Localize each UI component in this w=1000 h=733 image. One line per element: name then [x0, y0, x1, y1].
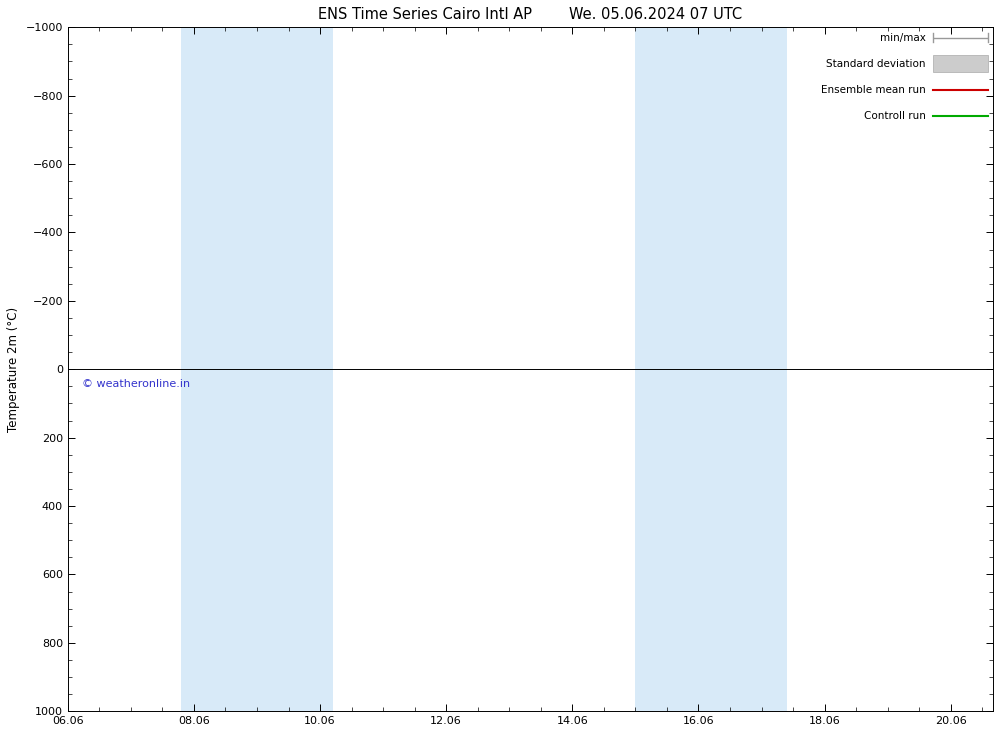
Y-axis label: Temperature 2m (°C): Temperature 2m (°C): [7, 306, 20, 432]
Title: ENS Time Series Cairo Intl AP        We. 05.06.2024 07 UTC: ENS Time Series Cairo Intl AP We. 05.06.…: [318, 7, 742, 22]
Text: © weatheronline.in: © weatheronline.in: [82, 380, 190, 389]
Text: Controll run: Controll run: [864, 111, 926, 120]
Text: Standard deviation: Standard deviation: [826, 59, 926, 68]
Text: min/max: min/max: [880, 32, 926, 43]
FancyBboxPatch shape: [933, 55, 988, 72]
Bar: [635, 27, 787, 711]
Text: Ensemble mean run: Ensemble mean run: [821, 84, 926, 95]
Bar: [181, 27, 333, 711]
